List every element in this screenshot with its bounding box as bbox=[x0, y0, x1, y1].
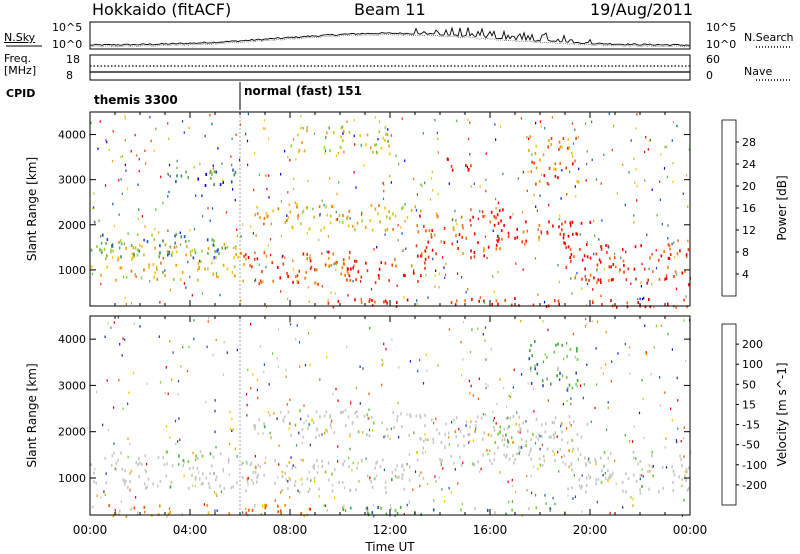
cpid-program-2: normal (fast) 151 bbox=[244, 84, 362, 98]
colorbar-tick-label: -100 bbox=[742, 459, 767, 472]
colorbar-tick-label: 24 bbox=[742, 158, 756, 171]
band-power-8 bbox=[327, 297, 688, 309]
noise-frame bbox=[89, 21, 691, 50]
x-tick-label: 20:00 bbox=[573, 523, 608, 537]
noise-search-label: N.Search bbox=[744, 31, 794, 44]
x-tick-label: 04:00 bbox=[173, 523, 208, 537]
colorbar-tick-label: -50 bbox=[742, 439, 760, 452]
colorbar-frame bbox=[721, 323, 737, 506]
x-tick-label: 00:00 bbox=[673, 523, 708, 537]
y-tick-label: 1000 bbox=[58, 264, 86, 277]
scatter-power bbox=[90, 112, 692, 309]
y-tick-label: 2000 bbox=[58, 219, 86, 232]
band-power-11 bbox=[528, 135, 580, 186]
date-label: 19/Aug/2011 bbox=[590, 0, 694, 19]
y-tick-label: 4000 bbox=[58, 129, 86, 142]
noise-tick-bottom-left: 10^0 bbox=[52, 38, 83, 51]
x-tick-label: 08:00 bbox=[273, 523, 308, 537]
band-power-7 bbox=[254, 202, 417, 232]
cpid-label: CPID bbox=[6, 87, 36, 100]
heatmap-power bbox=[90, 112, 692, 309]
x-tick-label: 00:00 bbox=[73, 523, 108, 537]
band-power-3 bbox=[342, 257, 427, 285]
band-power-2 bbox=[240, 250, 351, 286]
band-velocity-7 bbox=[528, 340, 579, 392]
x-tick-label: 16:00 bbox=[473, 523, 508, 537]
heatmap-velocity bbox=[90, 316, 692, 518]
colorbar-tick-label: 12 bbox=[742, 224, 756, 237]
band-power-1 bbox=[99, 233, 227, 260]
freq-tick-bottom: 8 bbox=[66, 69, 73, 82]
colorbar-tick-label: 200 bbox=[742, 338, 763, 351]
band-velocity-5 bbox=[91, 503, 311, 518]
x-tick-label: 12:00 bbox=[373, 523, 408, 537]
noise-sky-line bbox=[89, 26, 691, 47]
y-axis-label: Slant Range [km] bbox=[25, 363, 39, 467]
y-tick-label: 4000 bbox=[58, 333, 86, 346]
colorbar-tick-label: -15 bbox=[742, 419, 760, 432]
band-power-10 bbox=[446, 157, 472, 172]
y-tick-label: 3000 bbox=[58, 174, 86, 187]
y-tick-label: 3000 bbox=[58, 379, 86, 392]
y-tick-label: 2000 bbox=[58, 426, 86, 439]
nave-tick-bottom: 0 bbox=[706, 69, 713, 82]
colorbar-label: Velocity [m s^-1] bbox=[775, 362, 789, 466]
band-power-0 bbox=[90, 242, 239, 282]
colorbar-tick-label: 28 bbox=[742, 136, 756, 149]
colorbar-tick-label: 50 bbox=[742, 378, 756, 391]
band-velocity-1 bbox=[241, 458, 425, 494]
band-power-12 bbox=[290, 125, 391, 156]
y-tick-label: 1000 bbox=[58, 472, 86, 485]
band-power-4 bbox=[415, 208, 504, 260]
freq-unit: [MHz] bbox=[4, 64, 37, 77]
freq-label: Freq. bbox=[4, 52, 32, 65]
freq-tick-top: 18 bbox=[66, 53, 80, 66]
band-velocity-6 bbox=[342, 505, 566, 518]
nave-tick-top: 60 bbox=[706, 53, 720, 66]
colorbar-tick-label: 20 bbox=[742, 180, 756, 193]
noise-sky-label: N.Sky bbox=[4, 31, 36, 44]
noise-tick-top-left: 10^5 bbox=[52, 21, 83, 34]
x-axis-label: Time UT bbox=[364, 540, 415, 554]
cpid-program-1: themis 3300 bbox=[94, 93, 178, 107]
colorbar-tick-label: 15 bbox=[742, 398, 756, 411]
band-velocity-4 bbox=[253, 408, 412, 440]
colorbar-label: Power [dB] bbox=[775, 175, 789, 240]
colorbar-tick-label: 16 bbox=[742, 202, 756, 215]
noise-search-line bbox=[89, 33, 691, 48]
noise-tick-bottom-right: 10^0 bbox=[706, 38, 737, 51]
colorbar-tick-label: 8 bbox=[742, 246, 749, 259]
band-velocity-3 bbox=[567, 450, 692, 495]
y-axis-label: Slant Range [km] bbox=[25, 157, 39, 261]
freq-frame bbox=[89, 54, 691, 81]
band-velocity-0 bbox=[90, 450, 238, 490]
colorbar-tick-label: 100 bbox=[742, 358, 763, 371]
colorbar-tick-label: -200 bbox=[742, 479, 767, 492]
noise-tick-top-right: 10^5 bbox=[706, 21, 737, 34]
band-velocity-2 bbox=[415, 413, 591, 467]
band-power-9 bbox=[175, 168, 237, 187]
station-title: Hokkaido (fitACF) bbox=[92, 0, 232, 19]
scatter-velocity bbox=[94, 316, 692, 517]
panel-frame-velocity bbox=[89, 315, 691, 516]
colorbar-tick-label: 4 bbox=[742, 268, 749, 281]
panel-frame-power bbox=[89, 111, 691, 307]
colorbar-frame bbox=[721, 119, 737, 297]
beam-label: Beam 11 bbox=[354, 0, 426, 19]
band-velocity-8 bbox=[490, 425, 528, 450]
band-power-6 bbox=[565, 243, 690, 287]
band-power-5 bbox=[493, 215, 592, 246]
nave-label: Nave bbox=[744, 65, 773, 78]
